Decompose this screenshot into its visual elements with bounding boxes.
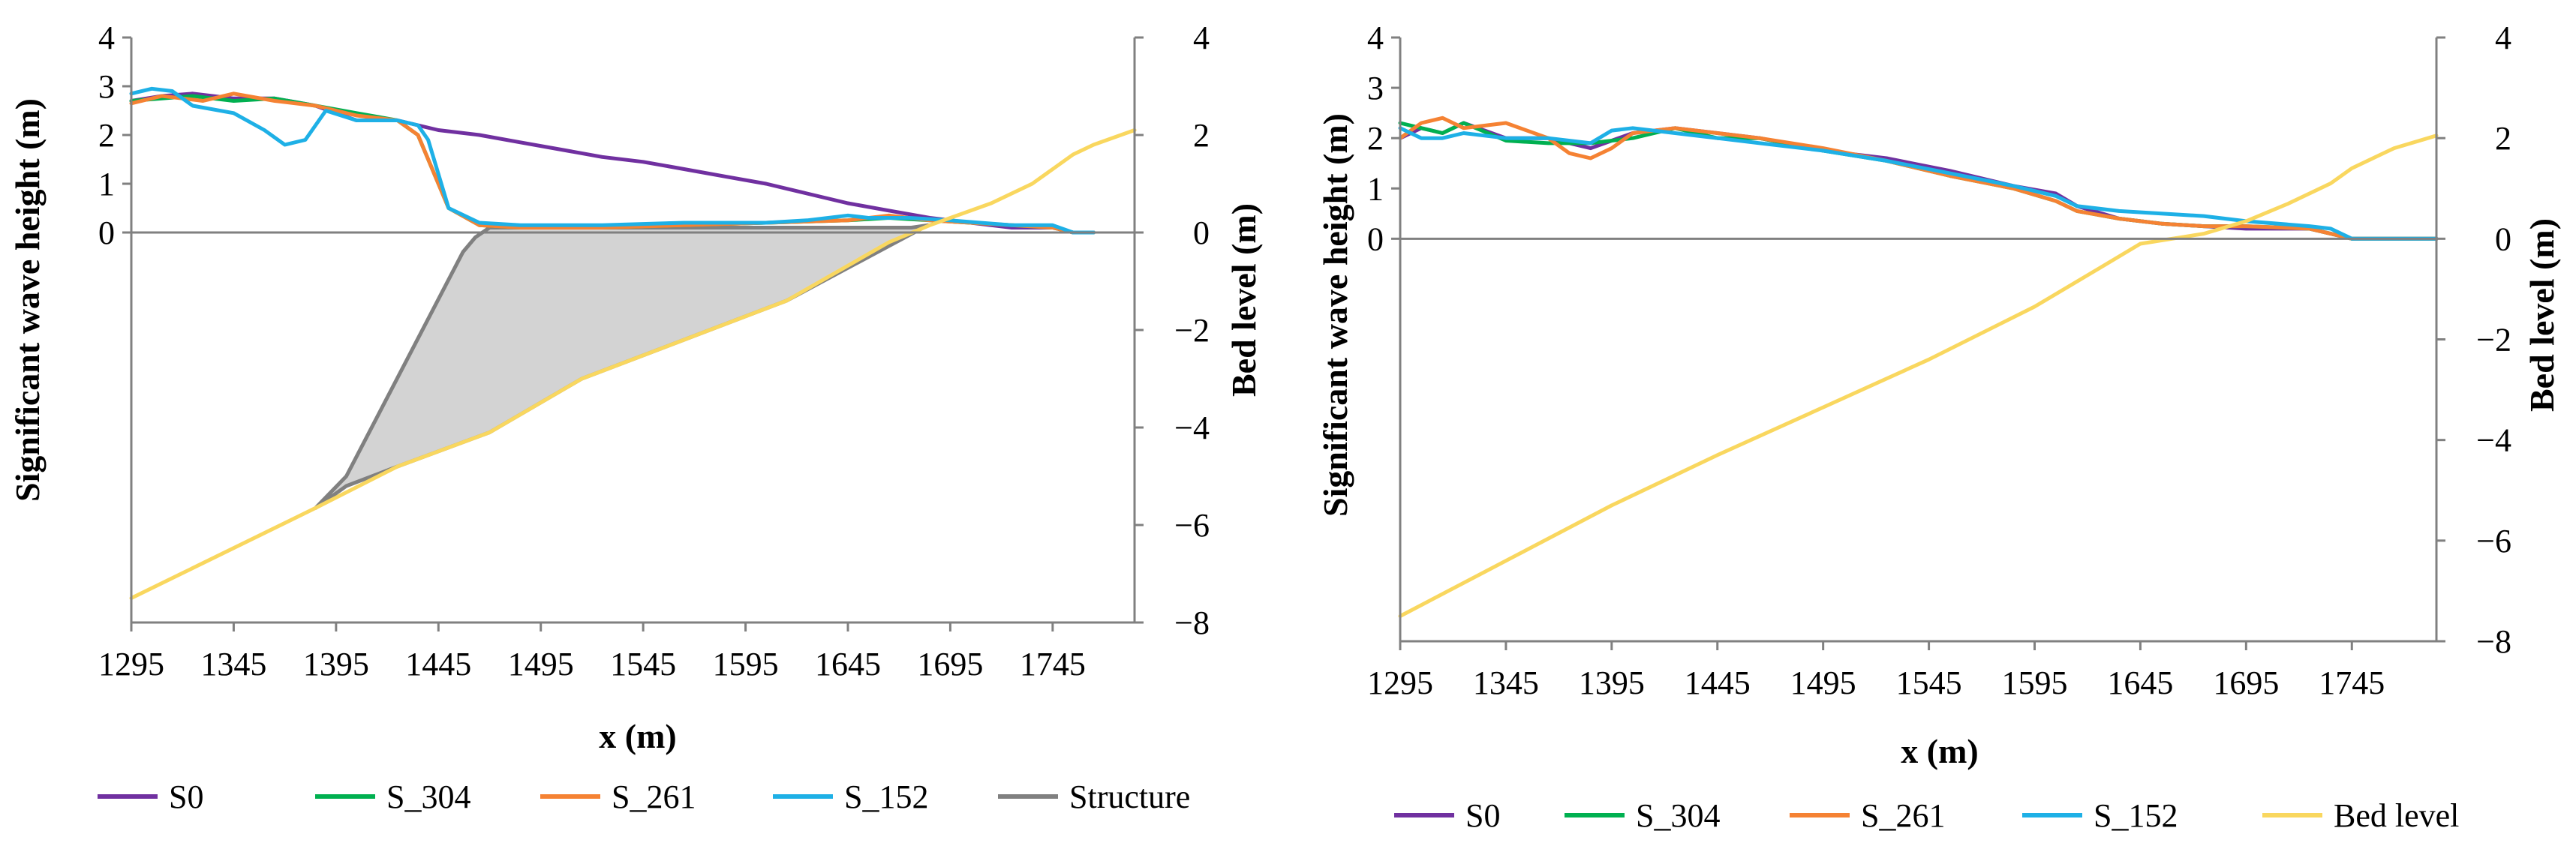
left-x-tick-label: 1695 — [917, 646, 983, 682]
left-y2-tick-label: −4 — [1174, 410, 1210, 446]
right-legend-label-bed-level: Bed level — [2334, 797, 2459, 834]
right-x-tick-label: 1595 — [2002, 664, 2068, 701]
right-y-tick-label: 2 — [1367, 120, 1384, 157]
left-plot-area: 1295 1345 1395 1445 1495 1545 1595 1645 1695 1745… — [98, 20, 1210, 682]
right-y2-tick-label: −4 — [2476, 422, 2511, 459]
right-x-tick-label: 1295 — [1367, 664, 1433, 701]
right-x-tick-label: 1695 — [2213, 664, 2279, 701]
right-y2-tick-label: −6 — [2476, 523, 2511, 560]
left-x-tick-label: 1345 — [200, 646, 266, 682]
left-x-tick-label: 1645 — [815, 646, 881, 682]
right-y2-tick-label: 4 — [2495, 20, 2511, 56]
right-y-tick-label: 1 — [1367, 170, 1384, 207]
right-legend-label-s-261: S_261 — [1861, 797, 1945, 834]
left-legend-label-s-261: S_261 — [612, 778, 696, 815]
left-y2-tick-label: 2 — [1193, 117, 1210, 154]
right-x-tick-label: 1645 — [2107, 664, 2173, 701]
left-y-tick-label: 2 — [98, 117, 115, 154]
right-legend-label-s0: S0 — [1465, 797, 1500, 834]
left-y2-axis-title: Bed level (m) — [1225, 203, 1263, 397]
left-x-tick-label: 1395 — [303, 646, 369, 682]
left-series-s-261 — [129, 92, 1096, 235]
left-x-tick-label: 1595 — [713, 646, 779, 682]
left-chart-panel: 1295 1345 1395 1445 1495 1545 1595 1645 1695 1745… — [8, 20, 1263, 815]
right-y-tick-label: 0 — [1367, 220, 1384, 257]
left-series-s-152 — [129, 86, 1096, 235]
right-x-tick-label: 1395 — [1579, 664, 1645, 701]
left-series-s0 — [129, 92, 1096, 235]
left-y-tick-label: 1 — [98, 166, 115, 202]
left-x-tick-label: 1545 — [610, 646, 676, 682]
right-plot-area: 1295 1345 1395 1445 1495 1545 1595 1645 1695 1745… — [1367, 20, 2511, 701]
left-x-tick-label: 1495 — [508, 646, 574, 682]
left-y2-tick-label: 4 — [1193, 20, 1210, 56]
right-x-tick-label: 1495 — [1790, 664, 1856, 701]
right-x-axis-title: x (m) — [1901, 732, 1978, 770]
left-x-tick-label: 1295 — [98, 646, 164, 682]
left-y2-tick-label: −2 — [1174, 312, 1210, 349]
right-chart-panel: 1295 1345 1395 1445 1495 1545 1595 1645 1695 1745… — [1316, 20, 2561, 834]
left-series-s-304 — [129, 94, 1096, 235]
right-y2-tick-label: 2 — [2495, 120, 2511, 157]
left-legend-label-s-304: S_304 — [386, 778, 470, 815]
right-x-tick-label: 1345 — [1473, 664, 1539, 701]
left-y2-tick-label: 0 — [1193, 214, 1210, 251]
left-y-tick-label: 3 — [98, 68, 115, 105]
left-x-axis-title: x (m) — [599, 717, 676, 755]
right-legend-label-s-152: S_152 — [2094, 797, 2178, 834]
left-x-tick-label: 1745 — [1020, 646, 1086, 682]
right-y-tick-label: 4 — [1367, 20, 1384, 56]
right-y-tick-label: 3 — [1367, 70, 1384, 106]
left-legend-label-s-152: S_152 — [844, 778, 928, 815]
right-x-tick-label: 1545 — [1896, 664, 1962, 701]
left-y-tick-label: 0 — [98, 214, 115, 251]
left-y2-tick-label: −8 — [1174, 604, 1210, 641]
right-legend: S0 S_304 S_261 S_152 Bed level — [1394, 797, 2459, 834]
left-x-tick-label: 1445 — [405, 646, 471, 682]
right-legend-label-s-304: S_304 — [1636, 797, 1720, 834]
right-y2-axis-title: Bed level (m) — [2523, 218, 2561, 412]
left-series-structure — [314, 223, 930, 510]
right-x-tick-label: 1745 — [2319, 664, 2385, 701]
left-y-tick-label: 4 — [98, 20, 115, 56]
right-series-bed-level — [1398, 134, 2439, 618]
right-series-s-261 — [1398, 116, 2439, 241]
right-series-s-152 — [1398, 126, 2439, 241]
left-legend-label-s0: S0 — [169, 778, 203, 815]
left-series-bed-level — [129, 128, 1137, 600]
right-x-tick-label: 1445 — [1685, 664, 1751, 701]
left-y2-tick-label: −6 — [1174, 507, 1210, 544]
right-y2-tick-label: −8 — [2476, 623, 2511, 660]
left-y-axis-title: Significant wave height (m) — [8, 98, 47, 502]
left-legend: S0 S_304 S_261 S_152 Structure — [98, 778, 1190, 815]
right-y2-tick-label: −2 — [2476, 322, 2511, 358]
left-legend-label-structure: Structure — [1069, 778, 1190, 815]
right-y2-tick-label: 0 — [2495, 220, 2511, 257]
right-y-axis-title: Significant wave height (m) — [1316, 113, 1354, 517]
